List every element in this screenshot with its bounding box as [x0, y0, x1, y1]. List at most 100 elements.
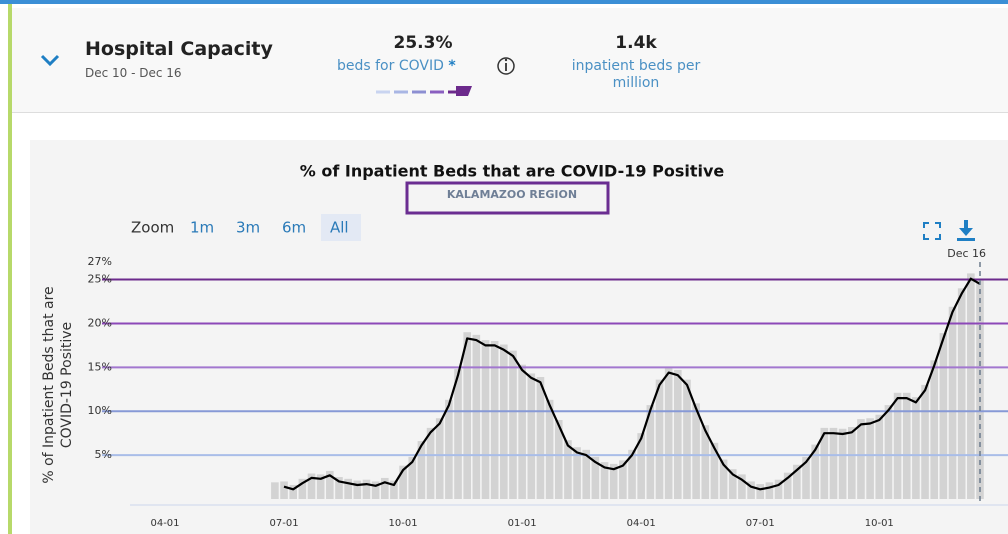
bar	[573, 447, 581, 499]
bar	[719, 459, 728, 499]
bar	[545, 399, 554, 499]
bar	[316, 474, 325, 499]
x-tick-label: 07-01	[270, 518, 299, 529]
bar	[518, 364, 526, 499]
bar	[335, 477, 343, 499]
bar	[490, 341, 499, 499]
bar	[655, 379, 664, 499]
zoom-selected-bg	[321, 214, 361, 241]
bar	[738, 474, 746, 499]
bar	[554, 420, 563, 499]
asterisk: *	[448, 58, 456, 74]
capacity-scale	[376, 86, 472, 96]
bar	[765, 482, 774, 499]
bar	[802, 456, 810, 499]
bar	[280, 481, 288, 499]
highlight-box	[405, 181, 610, 215]
bar	[811, 444, 819, 499]
bar	[646, 405, 655, 499]
download-icon[interactable]	[957, 220, 975, 241]
bar	[326, 470, 334, 499]
bar	[600, 462, 609, 499]
bar	[637, 433, 645, 499]
header-panel	[12, 8, 1008, 113]
chart-subtitle: KALAMAZOO REGION	[447, 188, 577, 201]
bar	[380, 477, 389, 499]
bar	[307, 473, 316, 499]
bar	[536, 376, 545, 499]
bar	[902, 392, 911, 499]
y-tick-label: 5%	[95, 448, 112, 461]
bar	[674, 369, 682, 499]
bar	[417, 441, 426, 499]
side-border	[8, 4, 12, 534]
bar	[628, 449, 636, 499]
zoom-button[interactable]: All	[330, 219, 349, 237]
bar	[527, 373, 536, 499]
bar	[509, 350, 517, 499]
bar	[939, 333, 948, 499]
bar	[564, 440, 572, 499]
y-tick-label: 20%	[88, 316, 112, 329]
y-axis-label: % of Inpatient Beds that are COVID-19 Po…	[41, 286, 75, 484]
bar	[481, 340, 490, 499]
bar	[866, 418, 874, 499]
bar	[710, 442, 719, 499]
y-tick-label: 15%	[88, 360, 112, 373]
bar	[774, 479, 783, 499]
bar	[930, 360, 939, 499]
bar	[664, 367, 673, 499]
x-tick-label: 10-01	[865, 518, 894, 529]
end-label: Dec 16	[947, 247, 986, 260]
bar	[353, 480, 362, 499]
bar	[820, 427, 829, 499]
bar	[271, 482, 279, 499]
zoom-button[interactable]: 3m	[236, 219, 260, 237]
bar	[472, 334, 481, 499]
bar	[747, 481, 755, 499]
x-tick-label: 04-01	[150, 518, 179, 529]
bar	[783, 472, 792, 499]
zoom-button[interactable]: 1m	[190, 219, 214, 237]
collapse-chevron[interactable]	[40, 54, 60, 67]
bar	[838, 428, 847, 499]
bar	[793, 464, 801, 499]
fullscreen-icon[interactable]	[923, 222, 941, 240]
bar	[619, 460, 627, 499]
bar	[829, 427, 838, 499]
bar	[912, 397, 920, 499]
bar	[463, 332, 471, 499]
bar	[609, 463, 618, 499]
bar	[426, 427, 435, 499]
bar	[857, 419, 865, 499]
bar	[289, 484, 298, 499]
bar	[948, 306, 957, 499]
bar	[445, 399, 453, 499]
chart-title: % of Inpatient Beds that are COVID-19 Po…	[300, 162, 725, 181]
bar	[591, 456, 600, 499]
x-tick-label: 10-01	[389, 518, 418, 529]
x-tick-label: 01-01	[508, 518, 537, 529]
bar	[875, 414, 884, 499]
bar	[390, 480, 398, 499]
metric-label: beds for COVID *	[337, 58, 456, 74]
bar	[344, 478, 352, 499]
bar	[847, 427, 856, 499]
zoom-button[interactable]: 6m	[282, 219, 306, 237]
metric-value: 25.3%	[393, 33, 453, 53]
bar	[500, 344, 508, 499]
bar	[435, 418, 444, 499]
bar	[921, 384, 929, 499]
bar	[582, 449, 591, 499]
bar	[701, 425, 710, 499]
line	[283, 277, 981, 491]
y-tick-label: 10%	[88, 404, 112, 417]
bar	[399, 465, 407, 499]
bar	[957, 288, 966, 499]
bar	[967, 273, 975, 499]
info-icon[interactable]	[497, 57, 515, 75]
top-border	[0, 0, 1008, 4]
metric-label: inpatient beds per million	[571, 58, 701, 91]
bar	[454, 369, 462, 499]
